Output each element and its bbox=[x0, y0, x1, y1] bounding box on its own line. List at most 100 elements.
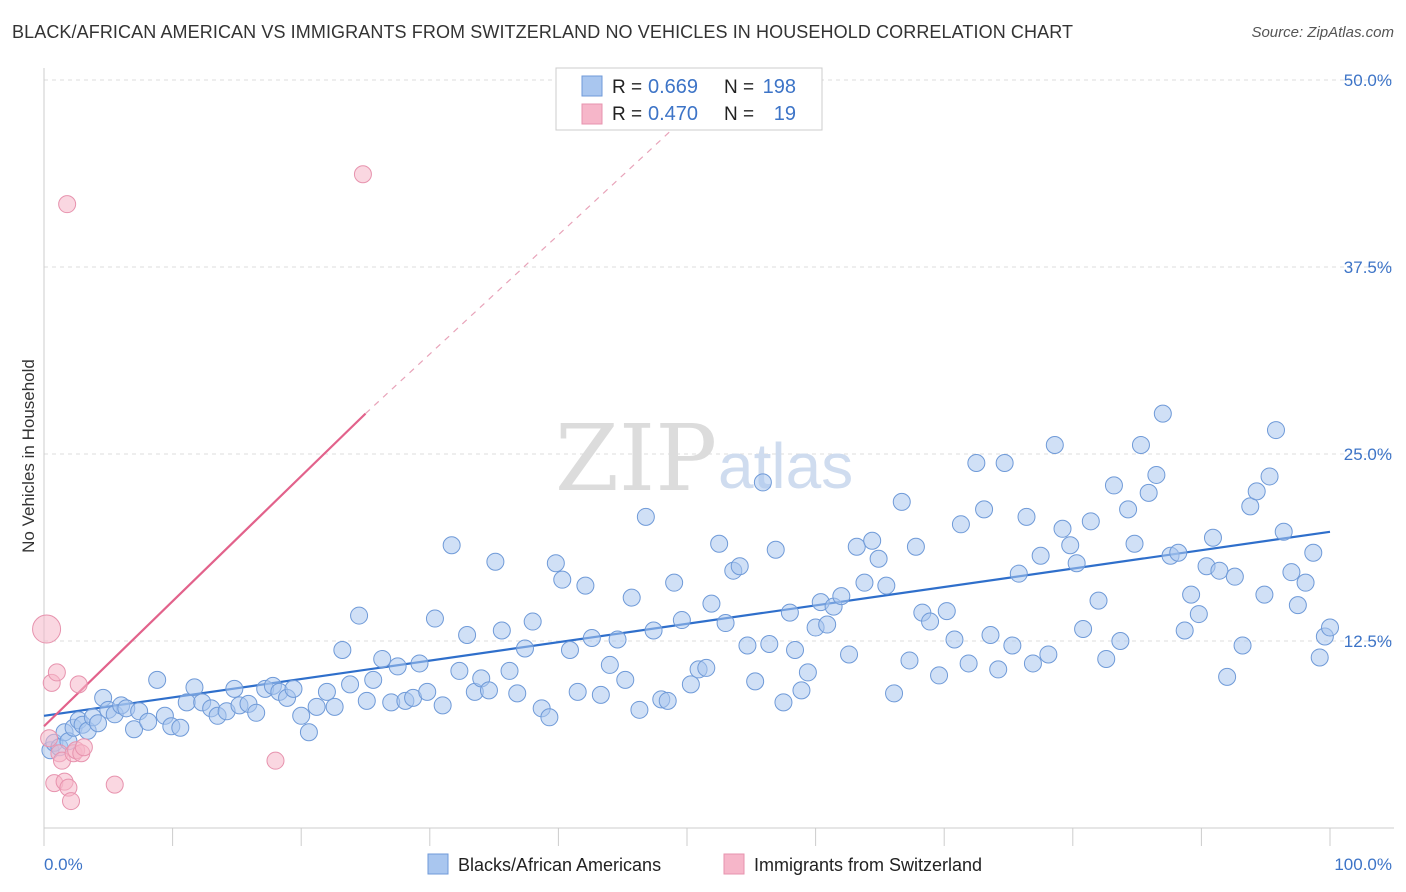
point-blacks bbox=[900, 651, 919, 670]
point-blacks bbox=[753, 473, 772, 492]
chart-title: BLACK/AFRICAN AMERICAN VS IMMIGRANTS FRO… bbox=[12, 22, 1074, 42]
point-blacks bbox=[989, 660, 1008, 679]
watermark-atlas: atlas bbox=[718, 430, 853, 502]
point-blacks bbox=[636, 507, 655, 526]
point-blacks bbox=[608, 630, 627, 649]
trend-extension-switzerland bbox=[365, 79, 726, 415]
point-switzerland bbox=[353, 165, 372, 184]
point-blacks bbox=[665, 573, 684, 592]
point-blacks bbox=[892, 492, 911, 511]
point-blacks bbox=[798, 663, 817, 682]
point-blacks bbox=[937, 602, 956, 621]
point-blacks bbox=[832, 587, 851, 606]
point-blacks bbox=[630, 700, 649, 719]
point-blacks bbox=[560, 640, 579, 659]
point-blacks bbox=[1119, 500, 1138, 519]
point-blacks bbox=[486, 552, 505, 571]
point-blacks bbox=[869, 549, 888, 568]
point-blacks bbox=[1266, 421, 1285, 440]
point-blacks bbox=[1175, 621, 1194, 640]
y-tick-label: 25.0% bbox=[1344, 445, 1392, 464]
point-blacks bbox=[553, 570, 572, 589]
point-blacks bbox=[746, 672, 765, 691]
point-blacks bbox=[1081, 512, 1100, 531]
point-blacks bbox=[1031, 546, 1050, 565]
point-blacks bbox=[855, 573, 874, 592]
point-blacks bbox=[540, 708, 559, 727]
point-blacks bbox=[780, 603, 799, 622]
point-blacks bbox=[307, 697, 326, 716]
point-blacks bbox=[139, 712, 158, 731]
point-blacks bbox=[89, 714, 108, 733]
point-blacks bbox=[1203, 528, 1222, 547]
point-blacks bbox=[333, 640, 352, 659]
point-blacks bbox=[1023, 654, 1042, 673]
point-blacks bbox=[702, 594, 721, 613]
point-blacks bbox=[317, 682, 336, 701]
point-switzerland bbox=[58, 195, 77, 214]
point-blacks bbox=[863, 531, 882, 550]
point-blacks bbox=[1274, 522, 1293, 541]
point-blacks bbox=[1225, 567, 1244, 586]
point-blacks bbox=[1017, 507, 1036, 526]
stats-r-value-blue: 0.669 bbox=[648, 76, 698, 98]
point-blacks bbox=[1260, 467, 1279, 486]
watermark: ZIP atlas bbox=[555, 405, 853, 512]
point-blacks bbox=[792, 681, 811, 700]
point-blacks bbox=[479, 681, 498, 700]
x-tick-label: 100.0% bbox=[1334, 855, 1392, 874]
point-blacks bbox=[930, 666, 949, 685]
point-blacks bbox=[341, 675, 360, 694]
point-blacks bbox=[1139, 483, 1158, 502]
stats-n-value-blue: 198 bbox=[763, 76, 796, 98]
point-blacks bbox=[840, 645, 859, 664]
y-axis-label: No Vehicles in Household bbox=[19, 359, 38, 553]
point-blacks bbox=[877, 576, 896, 595]
point-blacks bbox=[600, 655, 619, 674]
point-blacks bbox=[1296, 573, 1315, 592]
legend-label-blue: Blacks/African Americans bbox=[458, 855, 661, 875]
point-blacks bbox=[967, 453, 986, 472]
point-blacks bbox=[1003, 636, 1022, 655]
point-blacks bbox=[425, 609, 444, 628]
point-blacks bbox=[730, 557, 749, 576]
point-blacks bbox=[672, 611, 691, 630]
stats-box: R = 0.669 N = 198 R = 0.470 N = 19 bbox=[555, 67, 823, 131]
point-blacks bbox=[1104, 476, 1123, 495]
point-blacks bbox=[945, 630, 964, 649]
point-blacks bbox=[1061, 536, 1080, 555]
point-switzerland bbox=[40, 729, 59, 748]
point-blacks bbox=[981, 626, 1000, 645]
point-switzerland bbox=[69, 675, 88, 694]
point-blacks bbox=[766, 540, 785, 559]
point-blacks bbox=[1247, 482, 1266, 501]
point-blacks bbox=[1067, 554, 1086, 573]
point-blacks bbox=[959, 654, 978, 673]
point-blacks bbox=[582, 629, 601, 648]
point-blacks bbox=[975, 500, 994, 519]
point-blacks bbox=[1097, 649, 1116, 668]
point-blacks bbox=[1182, 585, 1201, 604]
point-blacks bbox=[716, 614, 735, 633]
point-blacks bbox=[1189, 605, 1208, 624]
point-blacks bbox=[373, 649, 392, 668]
point-blacks bbox=[1210, 561, 1229, 580]
point-blacks bbox=[1131, 436, 1150, 455]
point-blacks bbox=[450, 661, 469, 680]
point-blacks bbox=[760, 634, 779, 653]
legend-swatch-blue bbox=[427, 853, 449, 875]
stats-swatch-pink bbox=[581, 103, 603, 125]
point-blacks bbox=[225, 679, 244, 698]
point-blacks bbox=[921, 612, 940, 631]
y-tick-label: 37.5% bbox=[1344, 258, 1392, 277]
point-blacks bbox=[1255, 585, 1274, 604]
y-tick-label: 50.0% bbox=[1344, 71, 1392, 90]
point-blacks bbox=[442, 536, 461, 555]
point-blacks bbox=[906, 537, 925, 556]
point-blacks bbox=[433, 696, 452, 715]
stats-r-value-pink: 0.470 bbox=[648, 103, 698, 125]
point-blacks bbox=[1233, 636, 1252, 655]
stats-swatch-blue bbox=[581, 75, 603, 97]
point-blacks bbox=[284, 679, 303, 698]
